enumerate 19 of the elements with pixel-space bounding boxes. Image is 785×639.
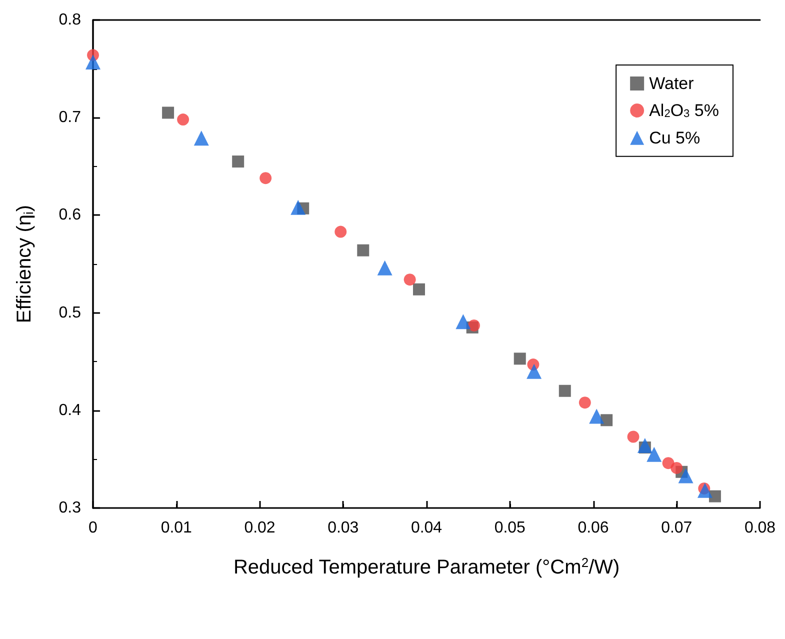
x-tick-label: 0.06 (578, 520, 609, 536)
x-tick-label: 0.01 (160, 520, 192, 536)
legend-label: Al2O3 5% (649, 101, 720, 120)
y-axis-title: Efficiency (ηi) (14, 204, 36, 324)
x-tick-label: 0.04 (410, 520, 442, 536)
x-tick-label: 0.05 (494, 520, 526, 536)
x-tick-label: 0.02 (244, 520, 276, 536)
y-tick-label: 0.4 (58, 402, 82, 419)
y-tick-label: 0.5 (58, 304, 82, 322)
y-tick-label: 0.7 (58, 109, 82, 126)
legend-label: Cu 5% (649, 128, 700, 148)
legend-label: Water (649, 74, 694, 93)
x-tick-label: 0.08 (744, 520, 776, 536)
y-tick-label: 0.8 (58, 12, 82, 28)
x-tick-label: 0.07 (661, 520, 692, 536)
x-tick-label: 0.03 (328, 520, 359, 536)
y-tick-label: 0.6 (58, 206, 82, 224)
x-tick-label: 0 (88, 520, 98, 536)
y-tick-label: 0.3 (58, 500, 82, 516)
